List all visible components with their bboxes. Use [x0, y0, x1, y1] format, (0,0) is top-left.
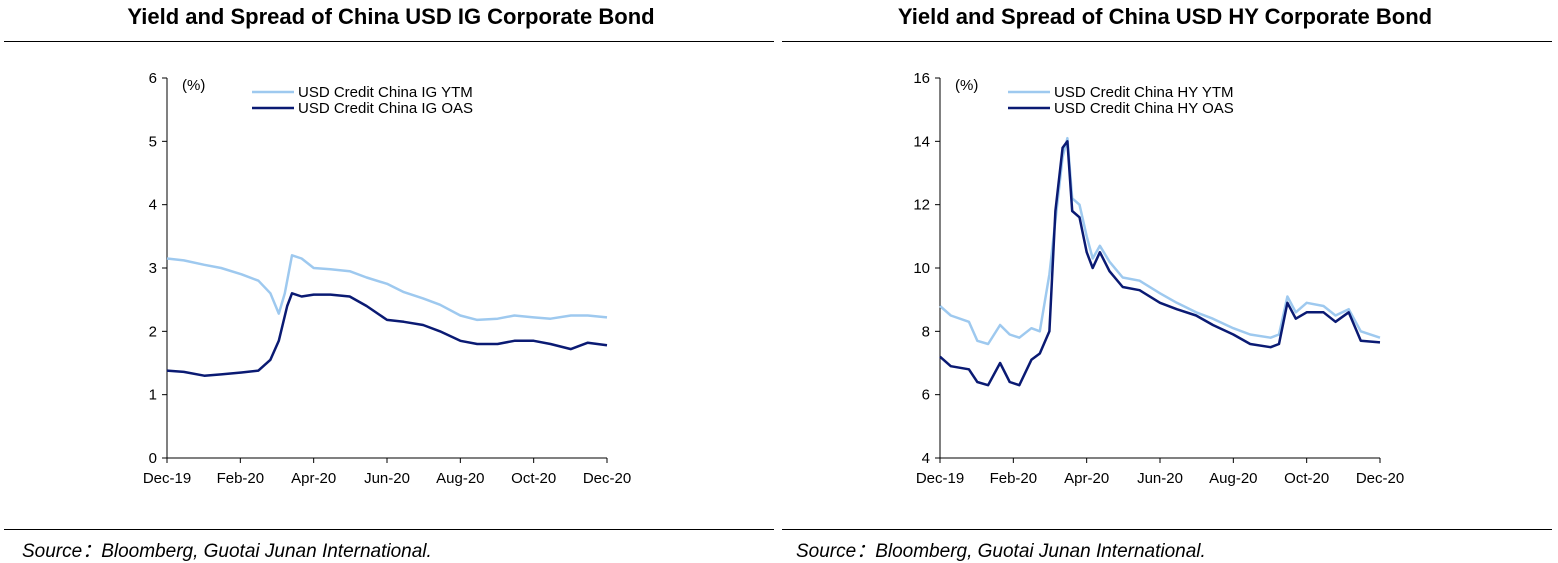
- unit-label: (%): [955, 77, 978, 94]
- y-tick-label: 0: [149, 450, 157, 467]
- y-tick-label: 8: [922, 323, 930, 340]
- x-tick-label: Dec-20: [583, 470, 631, 487]
- series-line-ytm: [939, 136, 1381, 346]
- y-tick-label: 14: [913, 133, 930, 150]
- x-tick-label: Oct-20: [511, 470, 556, 487]
- source-note-ig: Source：Bloomberg, Guotai Junan Internati…: [22, 541, 432, 562]
- title-underline-hy: [782, 41, 1552, 42]
- legend-label-ytm: USD Credit China HY YTM: [1054, 84, 1234, 101]
- y-tick-label: 2: [149, 323, 157, 340]
- x-tick-label: Dec-20: [1356, 470, 1404, 487]
- x-tick-label: Oct-20: [1284, 470, 1329, 487]
- x-tick-label: Apr-20: [1064, 470, 1109, 487]
- x-tick-label: Feb-20: [990, 470, 1038, 487]
- source-rule-ig: [4, 529, 774, 530]
- x-tick-label: Dec-19: [916, 470, 964, 487]
- y-tick-label: 10: [913, 260, 930, 277]
- x-tick-label: Apr-20: [291, 470, 336, 487]
- legend-label-oas: USD Credit China IG OAS: [298, 100, 473, 117]
- title-underline-ig: [4, 41, 774, 42]
- y-tick-label: 1: [149, 387, 157, 404]
- y-tick-label: 3: [149, 260, 157, 277]
- chart-hy-yield-spread: 4 6 8 10 12 14 16 Dec-19 Feb-20 Apr-20 Jun-20 Aug-2…: [913, 70, 1404, 487]
- x-tick-label: Feb-20: [217, 470, 265, 487]
- y-tick-label: 12: [913, 197, 930, 214]
- y-tick-label: 6: [149, 70, 157, 87]
- source-note-hy: Source：Bloomberg, Guotai Junan Internati…: [796, 541, 1206, 562]
- y-tick-label: 4: [149, 197, 157, 214]
- x-tick-label: Jun-20: [364, 470, 410, 487]
- y-tick-label: 5: [149, 133, 157, 150]
- series-line-oas: [166, 292, 608, 377]
- chart-ig-yield-spread: 0 1 2 3 4 5 6 Dec-19 Feb-20 Apr-20 Jun-20 Aug-20 Oct…: [143, 70, 631, 487]
- series-line-ytm: [166, 254, 608, 322]
- x-tick-label: Aug-20: [1209, 470, 1257, 487]
- y-tick-label: 6: [922, 387, 930, 404]
- y-tick-label: 16: [913, 70, 930, 87]
- legend-label-ytm: USD Credit China IG YTM: [298, 84, 473, 101]
- x-tick-label: Jun-20: [1137, 470, 1183, 487]
- series-line-oas: [939, 140, 1381, 387]
- source-rule-hy: [782, 529, 1552, 530]
- legend-label-oas: USD Credit China HY OAS: [1054, 100, 1234, 117]
- x-tick-label: Dec-19: [143, 470, 191, 487]
- chart-title-hy: Yield and Spread of China USD HY Corpora…: [897, 4, 1433, 29]
- chart-title-ig: Yield and Spread of China USD IG Corpora…: [127, 4, 655, 29]
- y-tick-label: 4: [922, 450, 930, 467]
- x-tick-label: Aug-20: [436, 470, 484, 487]
- unit-label: (%): [182, 77, 205, 94]
